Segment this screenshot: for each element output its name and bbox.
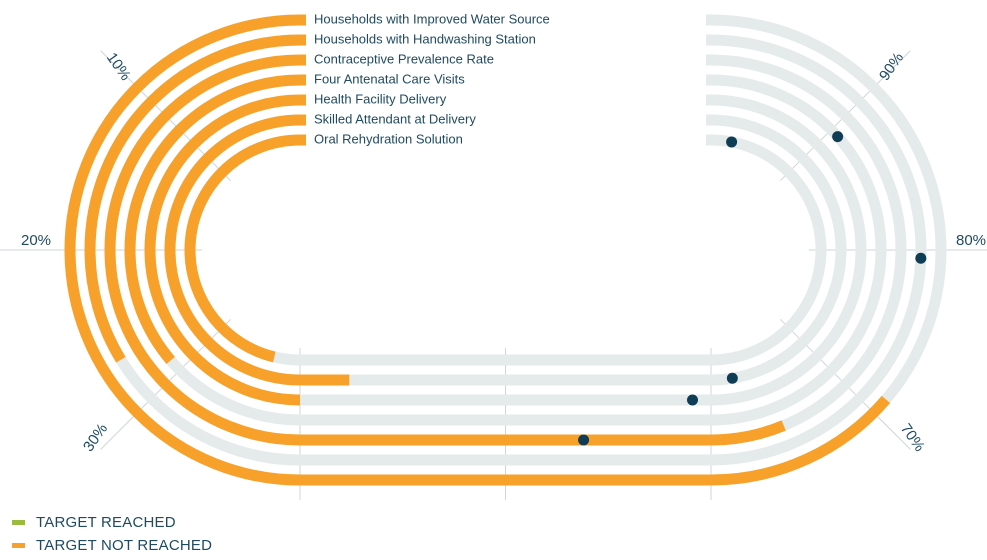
target-marker — [578, 434, 590, 446]
series-value-arc — [184, 134, 306, 363]
tick-label: 30% — [80, 421, 111, 455]
series-track — [184, 134, 827, 366]
series-label: Households with Improved Water Source — [314, 11, 550, 26]
series-value-arc — [124, 74, 306, 364]
series-label: Contraceptive Prevalence Rate — [314, 51, 494, 66]
legend-label-reached: TARGET REACHED — [36, 514, 176, 531]
series-value-arc — [64, 14, 891, 486]
legend: TARGET REACHED TARGET NOT REACHED — [12, 511, 272, 557]
track-chart: Households with Improved Water Source Hou… — [0, 11, 987, 500]
series-label: Health Facility Delivery — [314, 91, 447, 106]
legend-item-not-reached: TARGET NOT REACHED — [12, 534, 272, 557]
tick-label: 90% — [876, 50, 907, 84]
series-label: Four Antenatal Care Visits — [314, 71, 465, 86]
series-label: Oral Rehydration Solution — [314, 131, 463, 146]
series-label: Households with Handwashing Station — [314, 31, 536, 46]
legend-swatch-not-reached — [12, 543, 25, 548]
target-markers — [578, 131, 927, 446]
series-value-arc — [144, 94, 306, 406]
series-labels: Households with Improved Water Source Hou… — [314, 11, 550, 146]
target-marker — [726, 136, 738, 148]
series-value-arc — [84, 34, 306, 363]
series-value-arc — [104, 54, 786, 446]
tick-label: 70% — [897, 421, 928, 455]
target-marker — [832, 131, 844, 143]
target-marker — [687, 394, 699, 406]
series-value-arc — [164, 114, 350, 386]
tick-label: 20% — [21, 232, 51, 249]
value-arcs — [64, 14, 891, 486]
target-marker — [726, 372, 738, 384]
legend-item-reached: TARGET REACHED — [12, 511, 272, 534]
series-track — [164, 114, 847, 386]
target-marker — [915, 252, 927, 264]
legend-swatch-reached — [12, 520, 25, 525]
tick-label: 80% — [956, 232, 986, 249]
legend-label-not-reached: TARGET NOT REACHED — [36, 537, 213, 554]
series-label: Skilled Attendant at Delivery — [314, 111, 476, 126]
